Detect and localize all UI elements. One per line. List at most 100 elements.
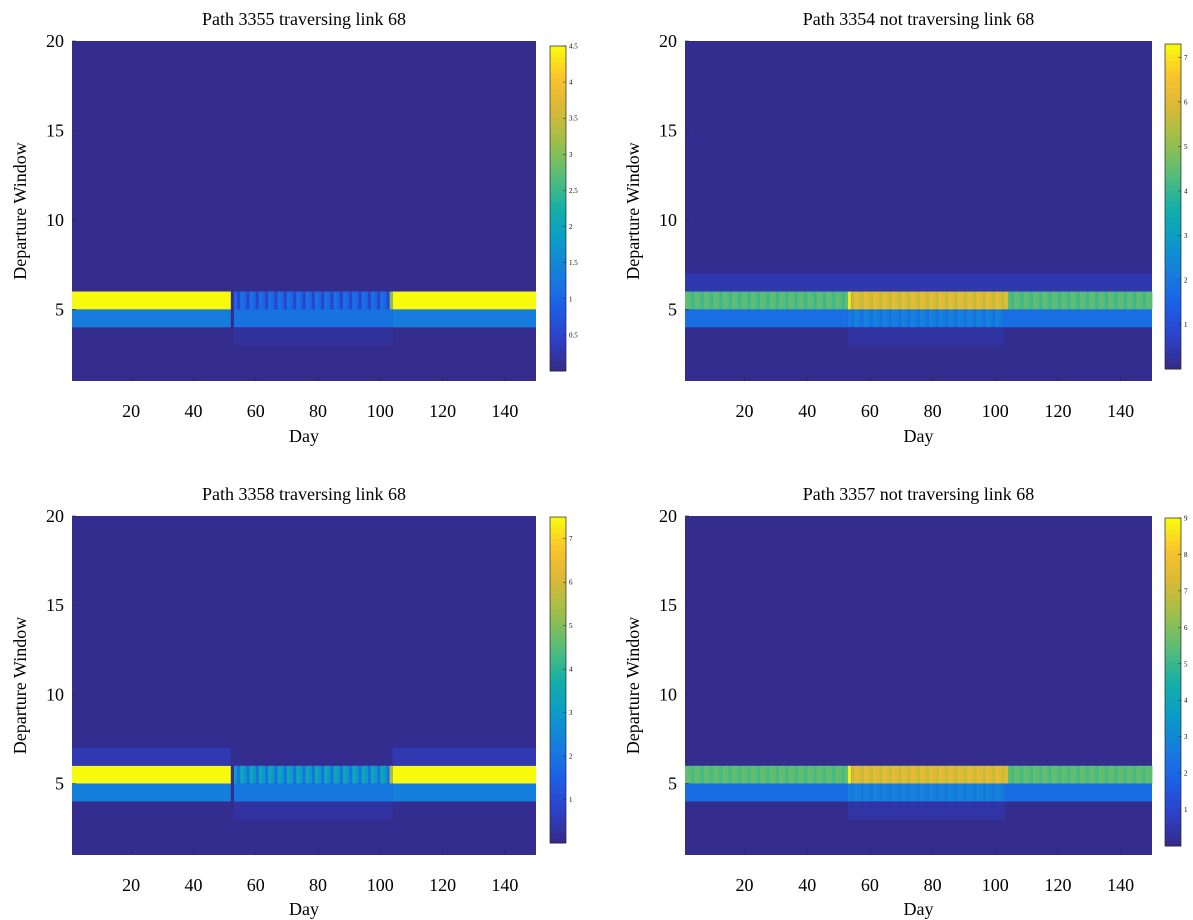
heatmap-cell [791,291,796,310]
heatmap-cell [1010,291,1015,310]
heatmap-cell [800,291,805,310]
colorbar-segment [1165,103,1181,110]
heatmap-cell [1123,291,1128,310]
heatmap-cell [775,291,780,310]
heatmap-cell [1114,291,1118,310]
heatmap-cell [967,309,971,328]
heatmap-cell [336,765,341,784]
heatmap-cell [935,291,940,310]
heatmap-cell [945,291,949,310]
colorbar-tick-label: 5 [569,622,573,630]
heatmap-cell [779,765,783,784]
heatmap-cell [349,765,353,784]
colorbar-segment [550,316,566,323]
colorbar-segment [550,555,566,561]
colorbar-segment [550,354,566,361]
heatmap-cell [1095,765,1100,784]
colorbar-tick-label: 9 [1184,515,1188,523]
x-tick-label: 120 [1044,401,1071,421]
heatmap-cell [741,291,745,310]
colorbar-segment [1165,621,1181,628]
heatmap-cell [829,291,833,310]
heatmap-cell [891,765,896,784]
colorbar-segment [1165,643,1181,650]
heatmap-cell [744,291,749,310]
colorbar-segment [550,685,566,692]
heatmap-cell [1133,291,1137,310]
heatmap-cell [973,309,977,328]
heatmap-cell [1076,291,1081,310]
heatmap-cell [274,765,278,784]
heatmap-cell [926,309,930,328]
heatmap-cell [1092,765,1096,784]
heatmap-cell [782,291,786,310]
heatmap-cell [1032,291,1037,310]
heatmap-cell [860,291,865,310]
heatmap-cell [1123,765,1128,784]
heatmap-cell [1029,765,1034,784]
x-axis-label: Day [289,899,319,919]
heatmap-cell [888,783,893,802]
heatmap-cell [945,783,949,802]
y-tick-label: 10 [659,210,677,230]
colorbar-segment [550,544,566,551]
heatmap-cell [710,765,714,784]
heatmap-band [847,327,1005,346]
colorbar-segment [1165,528,1181,535]
heatmap-cell [926,783,930,802]
colorbar-segment [550,111,566,117]
colorbar-segment [1165,282,1181,289]
heatmap-cell [904,783,908,802]
x-tick-label: 80 [309,401,327,421]
heatmap-cell [700,291,705,310]
heatmap-cell [847,783,852,802]
heatmap-cell [894,765,899,784]
heatmap-cell [763,765,767,784]
heatmap-cell [358,291,363,310]
heatmap-cell [1089,291,1093,310]
heatmap-cell [976,291,981,310]
heatmap-cell [857,765,861,784]
heatmap-cell [339,765,344,784]
heatmap-cell [904,291,908,310]
heatmap-cell [822,765,827,784]
heatmap-cell [249,765,254,784]
colorbar-segment [550,300,566,307]
colorbar-segment [550,197,566,204]
heatmap-cell [722,291,727,310]
x-tick-label: 100 [367,401,394,421]
y-tick-label: 15 [46,595,64,615]
colorbar-segment [1165,314,1181,321]
x-axis-label: Day [904,899,934,919]
colorbar-segment [550,783,566,790]
heatmap-cell [963,765,968,784]
colorbar-segment [1165,518,1181,524]
y-tick-label: 15 [659,120,677,140]
heatmap-cell [860,783,865,802]
heatmap-cell [772,765,777,784]
heatmap-cell [935,765,940,784]
colorbar-segment [550,723,566,730]
colorbar-tick-label: 4.5 [569,43,578,51]
heatmap-cell [810,765,814,784]
heatmap-cell [293,291,297,310]
colorbar-segment [1165,211,1181,218]
heatmap-cell [386,291,391,310]
heatmap-cell [826,765,830,784]
colorbar-segment [550,176,566,182]
heatmap-cell [873,291,877,310]
heatmap-cell [979,765,984,784]
colorbar-segment [1165,49,1181,56]
heatmap-cell [361,291,366,310]
heatmap-cell [719,291,724,310]
colorbar-segment [1165,791,1181,798]
y-tick-label: 5 [55,299,64,319]
heatmap-cell [308,765,313,784]
colorbar-segment [550,116,566,123]
heatmap-cell [261,765,266,784]
colorbar-segment [550,278,566,285]
heatmap-cell [810,291,814,310]
heatmap-cell [255,765,260,784]
colorbar-segment [1165,87,1181,94]
colorbar-segment [550,647,566,654]
